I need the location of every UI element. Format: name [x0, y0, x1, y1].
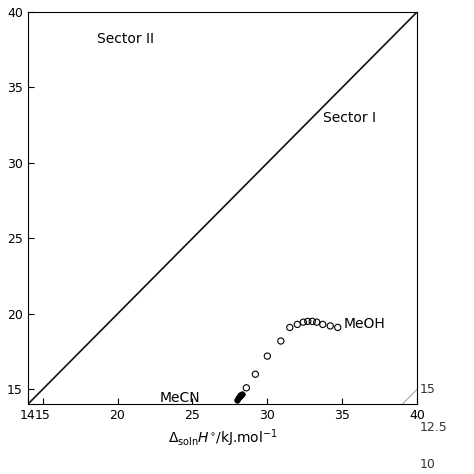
Point [277, 337, 284, 345]
Point [235, 393, 243, 401]
Text: Sector I: Sector I [323, 110, 376, 125]
Point [237, 392, 244, 399]
Text: Sector II: Sector II [97, 32, 154, 46]
Point [309, 318, 316, 325]
Point [300, 319, 307, 326]
Point [234, 396, 241, 404]
Point [237, 391, 245, 398]
Text: 10: 10 [419, 458, 435, 471]
Point [334, 324, 342, 331]
Text: MeCN: MeCN [159, 392, 200, 405]
Point [243, 384, 250, 392]
Point [236, 392, 244, 400]
Point [252, 370, 259, 378]
X-axis label: $\Delta_{\mathrm{soln}}H^{\circ}$/kJ.mol$^{-1}$: $\Delta_{\mathrm{soln}}H^{\circ}$/kJ.mol… [168, 428, 277, 449]
Point [327, 322, 334, 330]
Point [293, 320, 301, 328]
Point [304, 318, 311, 325]
Point [264, 352, 271, 360]
Text: 15: 15 [419, 383, 435, 396]
Point [234, 394, 242, 402]
Point [313, 319, 320, 326]
Point [319, 320, 327, 328]
Text: 12.5: 12.5 [419, 420, 447, 434]
Text: MeOH: MeOH [344, 318, 385, 331]
Point [238, 390, 246, 398]
Point [286, 324, 293, 331]
